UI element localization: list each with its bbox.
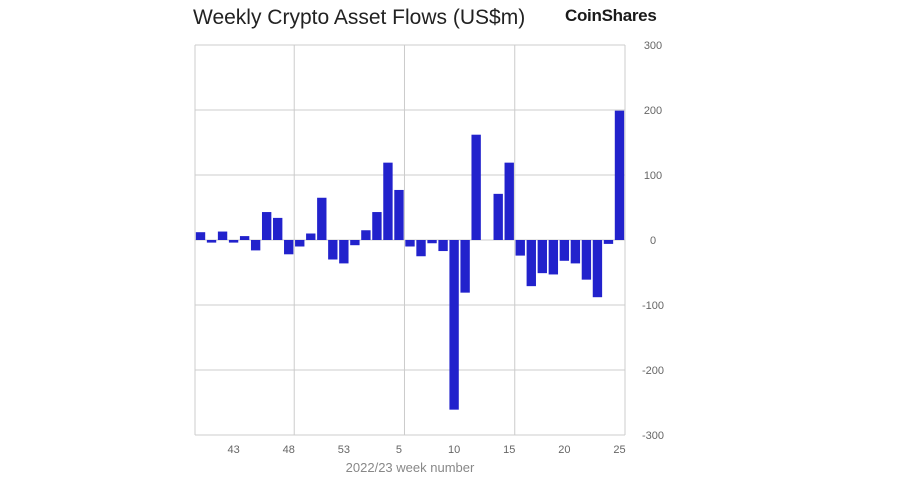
y-tick-label: -200 <box>642 365 664 377</box>
x-tick-label: 10 <box>448 444 460 456</box>
bar: 6: -10 <box>405 240 415 247</box>
x-tick-label: 48 <box>283 444 295 456</box>
bar: 40: 12 <box>195 232 206 240</box>
bar: 5: 77 <box>394 189 404 240</box>
bar: 48: -22 <box>284 240 294 255</box>
y-tick-label: 100 <box>644 170 662 182</box>
bar: 23: -88 <box>592 240 603 298</box>
chart-title: Weekly Crypto Asset Flows (US$m) <box>193 6 526 29</box>
bar: 47: 34 <box>273 217 283 240</box>
tick-labels: 300 200 100 0 -100 -200 -300 43 48 53 5 10 15 20 25 <box>227 40 664 456</box>
x-tick-label: 43 <box>227 444 239 456</box>
y-tick-label: 300 <box>644 40 662 52</box>
bar: 52: -30 <box>328 240 338 260</box>
y-tick-label: -100 <box>642 300 664 312</box>
bar: 45: -16 <box>250 240 261 251</box>
bar: 50: 10 <box>306 233 316 240</box>
x-tick-label: 15 <box>503 444 515 456</box>
bar: 17: -71 <box>526 240 536 287</box>
bar: 49: -10 <box>295 240 305 247</box>
bar: 1: -8 <box>350 240 360 246</box>
bar: 10: -261 <box>449 240 459 410</box>
bar: 11: -81 <box>460 240 470 293</box>
bar: 43: -4 <box>228 240 239 243</box>
x-tick-label: 25 <box>613 444 625 456</box>
coinshares-logo: CoinShares <box>565 6 657 25</box>
y-tick-label: 0 <box>650 235 656 247</box>
axes <box>194 45 626 436</box>
bar: 18: -51 <box>537 240 547 274</box>
bar: 16: -24 <box>515 240 525 256</box>
bar: 22: -61 <box>581 240 592 280</box>
bars: 40: 1241: -442: 1343: -444: 645: -1646: … <box>195 110 625 410</box>
y-tick-label: -300 <box>642 430 664 442</box>
bar: 20: -32 <box>559 240 570 261</box>
bar: 14: 71 <box>493 193 503 240</box>
bar: 4: 119 <box>383 162 393 240</box>
bar: 44: 6 <box>239 236 250 240</box>
bar: 41: -4 <box>206 240 217 243</box>
x-axis-title: 2022/23 week number <box>346 460 475 475</box>
bar: 19: -53 <box>548 240 559 275</box>
bar: 8: -5 <box>427 240 437 244</box>
bar: 9: -17 <box>438 240 448 252</box>
bar: 46: 43 <box>261 212 272 240</box>
bar: 12: 162 <box>471 134 481 240</box>
bar: 53: -36 <box>339 240 349 264</box>
x-tick-label: 53 <box>338 444 350 456</box>
bar: 21: -36 <box>570 240 581 264</box>
bar: 7: -25 <box>416 240 426 257</box>
y-tick-label: 200 <box>644 105 662 117</box>
bar: 42: 13 <box>217 231 228 240</box>
bar: 15: 119 <box>504 162 514 240</box>
bar: 2: 15 <box>361 230 371 240</box>
bar: 3: 43 <box>372 212 382 240</box>
x-tick-label: 5 <box>396 444 402 456</box>
bar: 25: 199 <box>614 110 625 241</box>
x-tick-label: 20 <box>558 444 570 456</box>
bar: 51: 65 <box>317 197 327 240</box>
bar: 24: -6 <box>603 240 614 244</box>
